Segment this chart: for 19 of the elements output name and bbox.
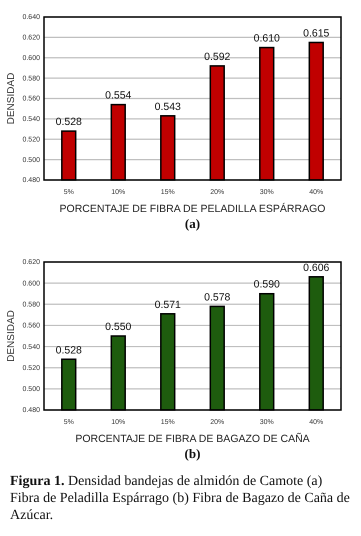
data-label: 0.554 [105,90,132,102]
data-label: 0.571 [154,298,182,311]
y-axis-title: DENSIDAD [6,72,17,124]
text: Figura 1. Densidad bandejas de almidón de Camote (a) Fibra de Peladilla Espárrago (b) Fibra de Bagazo de Caña de Azúcar. [10,474,350,523]
x-axis-title: PORCENTAJE DE FIBRA DE BAGAZO DE CAÑA [75,432,310,445]
data-label: 0.578 [204,291,231,304]
x-axis-title: PORCENTAJE DE FIBRA DE PELADILLA ESPÁRRAGO [60,202,326,215]
data-label: 0.543 [154,100,182,113]
y-axis-title: DENSIDAD [6,310,17,362]
data-label: 0.528 [56,116,82,128]
data-label: 0.610 [254,32,280,45]
data-label: 0.606 [303,262,330,274]
data-label: 0.590 [254,278,280,291]
data-label: 0.528 [56,344,82,356]
data-label: 0.550 [105,321,132,333]
data-label: 0.592 [204,50,231,63]
text: (b) [184,446,200,461]
text: (a) [184,216,200,231]
data-label: 0.615 [303,27,330,40]
